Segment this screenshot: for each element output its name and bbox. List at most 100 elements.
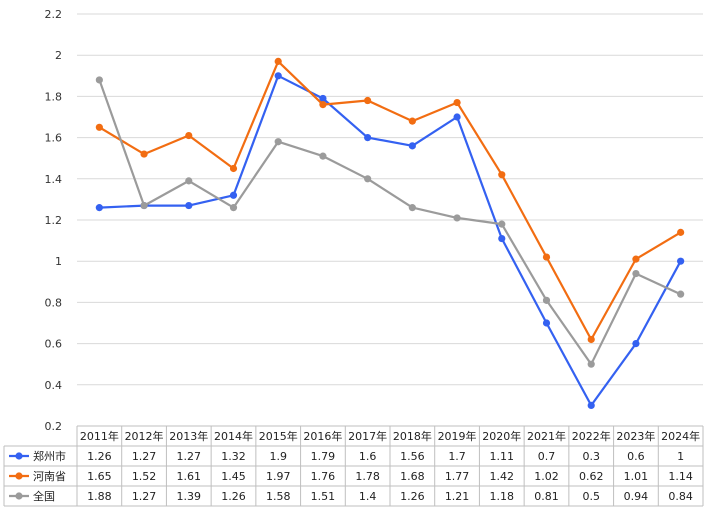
data-point xyxy=(140,150,148,158)
table-value: 0.6 xyxy=(627,450,645,463)
data-point xyxy=(364,96,372,105)
legend-key-marker xyxy=(15,492,23,500)
legend-series-name: 河南省 xyxy=(33,470,66,483)
table-value: 1.45 xyxy=(221,470,246,483)
series-line xyxy=(98,60,682,341)
data-point xyxy=(185,201,193,210)
category-label: 2015年 xyxy=(259,429,298,443)
series-line xyxy=(98,79,682,366)
series-1 xyxy=(95,72,685,409)
data-point xyxy=(498,234,506,243)
data-point xyxy=(185,131,193,140)
category-label: 2019年 xyxy=(438,429,477,443)
table-value: 1.97 xyxy=(266,470,291,483)
category-label: 2022年 xyxy=(572,429,611,443)
table-value: 1.56 xyxy=(400,450,425,463)
y-tick-label: 0.4 xyxy=(45,379,63,392)
category-label: 2023年 xyxy=(616,429,655,443)
data-point xyxy=(185,177,193,185)
series-lines xyxy=(95,57,685,409)
table-value: 1.76 xyxy=(311,470,336,483)
table-value: 0.7 xyxy=(538,450,556,463)
table-value: 0.62 xyxy=(579,470,604,483)
category-label: 2017年 xyxy=(348,429,387,443)
data-point xyxy=(95,204,103,212)
y-tick-label: 1.6 xyxy=(45,132,63,145)
table-value: 1.02 xyxy=(534,470,559,483)
data-point xyxy=(364,175,372,183)
data-point xyxy=(677,290,685,298)
data-point xyxy=(498,220,506,228)
table-value: 1.27 xyxy=(177,450,202,463)
table-value: 0.94 xyxy=(624,490,649,503)
data-point xyxy=(632,255,640,263)
table-value: 1.9 xyxy=(269,450,287,463)
y-axis-ticks: 0.2 0.4 0.6 0.8 1 1.2 1.4 1.6 1.8 2 2.2 xyxy=(45,8,63,433)
table-value: 1.65 xyxy=(87,470,112,483)
table-value: 1.79 xyxy=(311,450,336,463)
data-point xyxy=(319,152,327,160)
y-tick-label: 1.2 xyxy=(45,214,63,227)
data-point xyxy=(140,201,148,210)
table-value: 1.88 xyxy=(87,490,112,503)
table-value: 1.68 xyxy=(400,470,425,483)
data-point xyxy=(632,269,640,278)
data-point xyxy=(364,134,372,142)
table-value: 1.18 xyxy=(490,490,515,503)
category-label: 2013年 xyxy=(169,429,208,443)
data-point xyxy=(274,138,282,146)
table-value: 1.7 xyxy=(448,450,466,463)
table-value: 1.78 xyxy=(355,470,380,483)
category-label: 2020年 xyxy=(482,429,521,443)
table-value: 1.51 xyxy=(311,490,336,503)
table-value: 0.81 xyxy=(534,490,559,503)
table-value: 1.61 xyxy=(177,470,202,483)
table-value: 1.11 xyxy=(490,450,515,463)
data-point xyxy=(542,319,551,327)
data-point xyxy=(587,335,595,344)
table-value: 1.14 xyxy=(668,470,693,483)
legend-series-name: 郑州市 xyxy=(33,449,66,463)
table-value: 1.4 xyxy=(359,490,377,503)
table-value: 1.01 xyxy=(624,470,649,483)
table-value: 1.52 xyxy=(132,470,157,483)
y-tick-label: 0.8 xyxy=(45,296,63,309)
table-value: 1.32 xyxy=(221,450,246,463)
y-tick-label: 0.6 xyxy=(45,338,63,351)
category-label: 2014年 xyxy=(214,429,253,443)
data-point xyxy=(498,171,506,179)
table-value: 1.26 xyxy=(221,490,246,503)
category-label: 2021年 xyxy=(527,429,566,443)
data-point xyxy=(95,76,103,84)
table-value: 1.26 xyxy=(400,490,425,503)
data-point xyxy=(587,401,595,409)
table-value: 1.26 xyxy=(87,450,112,463)
data-point xyxy=(229,164,238,173)
table-value: 1.6 xyxy=(359,450,377,463)
category-label: 2012年 xyxy=(125,429,164,443)
data-point xyxy=(542,296,551,304)
category-label: 2016年 xyxy=(303,429,342,443)
category-label: 2024年 xyxy=(661,429,700,443)
category-label: 2018年 xyxy=(393,429,432,443)
legend-key-marker xyxy=(15,472,23,480)
data-point xyxy=(95,123,103,131)
legend-series-name: 全国 xyxy=(33,489,55,503)
data-point xyxy=(453,113,461,121)
series-2 xyxy=(95,57,685,344)
table-value: 0.84 xyxy=(668,490,693,503)
data-point xyxy=(274,57,282,65)
table-value: 1.77 xyxy=(445,470,470,483)
data-point xyxy=(229,191,238,199)
table-value: 0.3 xyxy=(582,450,600,463)
table-value: 1 xyxy=(677,450,684,463)
category-label: 2011年 xyxy=(80,429,119,443)
y-tick-label: 2 xyxy=(55,49,62,62)
data-point xyxy=(632,340,640,348)
table-value: 1.21 xyxy=(445,490,470,503)
table-value: 1.58 xyxy=(266,490,291,503)
table-value: 1.27 xyxy=(132,450,157,463)
data-point xyxy=(408,142,416,150)
table-value: 0.5 xyxy=(582,490,600,503)
